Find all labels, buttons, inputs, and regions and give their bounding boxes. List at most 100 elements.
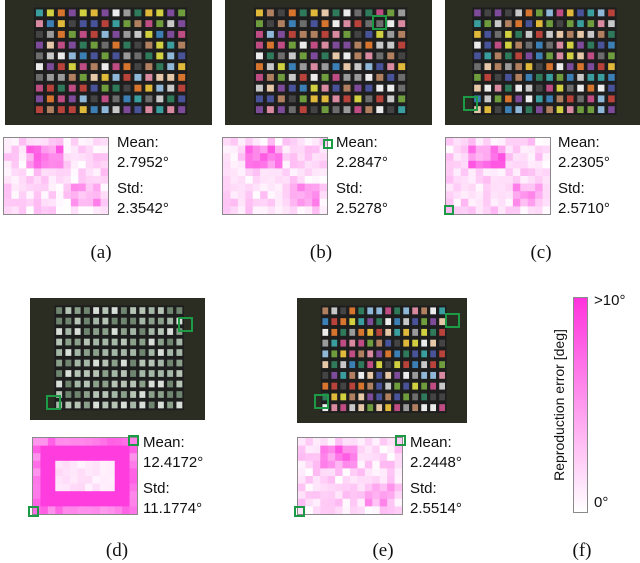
checker-patch — [376, 350, 383, 358]
checker-patch — [430, 404, 436, 412]
heatmap-cell — [475, 168, 484, 177]
checker-patch — [556, 41, 564, 49]
checker-patch — [74, 349, 81, 356]
checker-patch — [157, 317, 164, 325]
heatmap-cell — [312, 453, 321, 462]
checker-patch — [525, 106, 533, 114]
checker-patch — [56, 380, 63, 388]
heatmap-cell — [312, 176, 320, 184]
checker-patch — [349, 404, 356, 412]
checker-patch — [385, 361, 392, 369]
heatmap-cell — [33, 183, 42, 192]
checker-patch — [597, 63, 605, 71]
heatmap-cell — [4, 153, 12, 162]
checker-patch — [474, 84, 481, 92]
checker-patch — [46, 84, 54, 92]
heatmap-cell — [47, 453, 56, 462]
heatmap-cell — [335, 491, 343, 500]
heatmap-cell — [33, 153, 42, 162]
heatmap-cell — [33, 468, 41, 477]
heatmap-cell — [33, 138, 42, 146]
heatmap-cell — [535, 183, 543, 192]
checker-patch — [288, 73, 296, 81]
checker-patch — [130, 338, 137, 346]
heatmap-cell — [394, 468, 402, 477]
heatmap-cell — [527, 198, 536, 207]
checker-patch — [277, 52, 285, 60]
heatmap-cell — [56, 153, 64, 162]
heatmap-cell — [387, 438, 395, 446]
heatmap-cell — [312, 491, 321, 500]
heatmap-cell — [33, 160, 42, 169]
checker-patch — [120, 338, 127, 346]
heatmap-cell — [372, 453, 381, 462]
checker-patch — [494, 73, 502, 81]
heatmap-cell — [78, 206, 87, 214]
checker-patch — [376, 371, 383, 379]
checker-patch — [354, 41, 362, 49]
heatmap-cell — [41, 160, 49, 169]
heatmap-cell — [312, 438, 321, 446]
checker-patch — [340, 393, 347, 401]
checker-patch — [299, 20, 307, 28]
heatmap-cell — [289, 145, 298, 154]
heatmap-cell — [483, 191, 491, 200]
error-heatmap — [4, 138, 108, 214]
checker-patch — [587, 20, 595, 28]
heatmap-cell — [542, 191, 550, 200]
heatmap-cell — [223, 206, 231, 214]
checker-patch — [167, 317, 174, 325]
heatmap-cell — [342, 491, 351, 500]
heatmap-cell — [364, 468, 373, 477]
heatmap-cell — [335, 498, 343, 507]
heatmap-cell — [92, 491, 101, 500]
heatmap-cell — [48, 168, 57, 177]
checker-patch — [421, 350, 428, 358]
checker-patch — [354, 52, 362, 60]
heatmap-cell — [33, 145, 42, 154]
heatmap-cell — [319, 145, 327, 154]
checker-patch — [157, 380, 164, 388]
checker-patch — [340, 361, 347, 369]
heatmap-cell — [85, 438, 93, 446]
heatmap-cell — [18, 206, 27, 214]
heatmap-cell — [498, 153, 506, 162]
heatmap-cell — [78, 153, 87, 162]
checker-patch — [178, 84, 186, 92]
checker-patch — [515, 52, 522, 60]
heatmap-cell — [223, 153, 231, 162]
heatmap-b — [222, 137, 328, 215]
checker-patch — [90, 41, 98, 49]
checker-patch — [101, 63, 109, 71]
heatmap-cell — [223, 183, 231, 192]
checker-patch — [332, 20, 340, 28]
heatmap-cell — [297, 160, 306, 169]
checker-patch — [474, 20, 481, 28]
heatmap-cell — [394, 460, 402, 469]
heatmap-cell — [223, 168, 231, 177]
checker-patch — [358, 350, 365, 358]
heatmap-cell — [446, 138, 454, 146]
checker-patch — [299, 41, 307, 49]
checker-patch — [365, 9, 373, 17]
heatmap-cell — [18, 138, 27, 146]
checker-patch — [148, 328, 155, 335]
checker-patch — [394, 393, 401, 401]
checker-patch — [494, 63, 502, 71]
heatmap-cell — [107, 445, 116, 454]
checker-patch — [322, 318, 329, 326]
checker-patch — [157, 338, 164, 346]
heatmap-cell — [129, 476, 137, 484]
checker-patch — [101, 41, 109, 49]
checker-patch — [566, 41, 574, 49]
heatmap-cell — [372, 491, 381, 500]
checker-patch — [90, 20, 98, 28]
checker-patch — [412, 393, 419, 401]
heatmap-cell — [41, 145, 49, 154]
checker-patch — [494, 52, 502, 60]
heatmap-cell — [70, 145, 79, 154]
heatmap-cell — [85, 183, 94, 192]
checker-patch — [421, 371, 428, 379]
caption-f: (f) — [572, 540, 592, 561]
heatmap-cell — [114, 491, 123, 500]
